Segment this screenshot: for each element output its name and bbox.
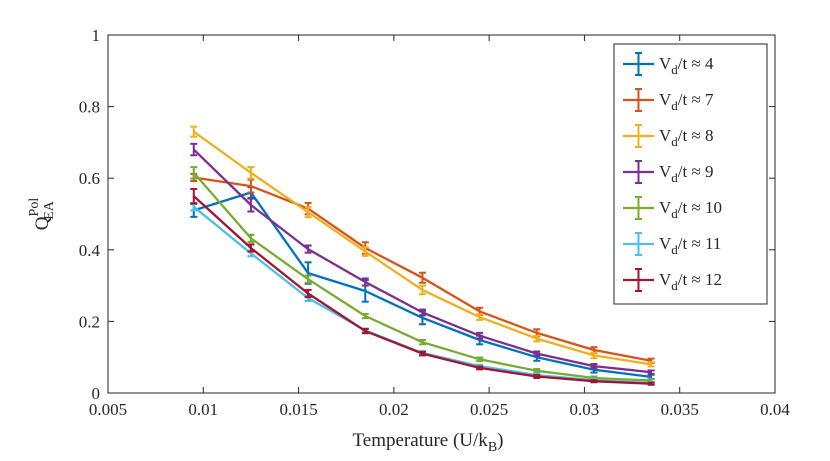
- error-bar: [190, 187, 198, 205]
- error-bar: [304, 244, 312, 254]
- legend-label: Vd/t ≈ 7: [659, 90, 714, 113]
- error-bar: [647, 361, 655, 368]
- error-bar: [304, 288, 312, 299]
- axes: 0.005 0.01 0.015 0.02 0.025 0.03 0.035 0.04 0 0.2…: [79, 26, 791, 419]
- y-tick-label: 0.4: [79, 241, 101, 260]
- error-bar: [418, 308, 426, 317]
- error-bar: [418, 271, 426, 284]
- error-bar: [476, 356, 484, 363]
- error-bar: [247, 243, 255, 253]
- x-tick-label: 0.02: [379, 400, 409, 419]
- error-bar: [247, 197, 255, 213]
- x-tick-label: 0.01: [188, 400, 218, 419]
- legend-label: Vd/t ≈ 8: [659, 126, 714, 149]
- legend-item: Vd/t ≈ 7: [623, 88, 714, 113]
- series-line: [192, 148, 652, 374]
- y-tick-label: 1: [92, 26, 101, 45]
- series-7: [190, 187, 655, 386]
- legend-label: Vd/t ≈ 12: [659, 270, 722, 293]
- error-bar: [304, 274, 312, 284]
- error-bar: [418, 339, 426, 346]
- legend-item: Vd/t ≈ 11: [623, 232, 721, 257]
- legend-label: Vd/t ≈ 9: [659, 162, 714, 185]
- legend-label: Vd/t ≈ 11: [659, 234, 721, 257]
- error-bar: [590, 351, 598, 360]
- error-bar: [190, 166, 198, 180]
- series-3: [190, 125, 655, 368]
- error-bar: [476, 313, 484, 321]
- series-2: [190, 172, 655, 364]
- legend-item: Vd/t ≈ 10: [623, 196, 722, 221]
- plot-area: [190, 125, 655, 386]
- error-bar: [533, 350, 541, 357]
- x-tick-label: 0.04: [760, 400, 790, 419]
- error-bar: [533, 334, 541, 343]
- y-tick-label: 0.2: [79, 312, 100, 331]
- error-bar: [476, 365, 484, 371]
- legend-item: Vd/t ≈ 8: [623, 124, 714, 149]
- x-tick-label: 0.035: [661, 400, 699, 419]
- legend-item: Vd/t ≈ 12: [623, 268, 722, 293]
- error-bar: [476, 331, 484, 340]
- legend-label: Vd/t ≈ 10: [659, 198, 722, 221]
- y-tick-label: 0.8: [79, 98, 100, 117]
- x-axis-label: Temperature (U/kB): [353, 430, 504, 455]
- error-bar: [247, 166, 255, 180]
- error-bar: [190, 125, 198, 138]
- error-bar: [190, 142, 198, 157]
- error-bar: [418, 284, 426, 296]
- error-bar: [533, 374, 541, 379]
- error-bar: [361, 312, 369, 320]
- legend-item: Vd/t ≈ 4: [623, 52, 714, 77]
- x-tick-label: 0.005: [89, 400, 127, 419]
- y-tick-label: 0.6: [79, 169, 100, 188]
- legend-item: Vd/t ≈ 9: [623, 160, 714, 185]
- series-5: [190, 166, 655, 383]
- error-bar: [647, 381, 655, 386]
- error-bar: [247, 178, 255, 194]
- x-tick-label: 0.025: [470, 400, 508, 419]
- axes-box: [107, 34, 776, 394]
- error-bar: [361, 277, 369, 287]
- error-bar: [361, 327, 369, 335]
- legend-label: Vd/t ≈ 4: [659, 54, 714, 77]
- series-line: [193, 176, 652, 362]
- x-tick-label: 0.03: [570, 400, 600, 419]
- error-bar: [590, 363, 598, 370]
- series-line: [193, 130, 652, 366]
- y-tick-label: 0: [92, 384, 101, 403]
- error-bar: [361, 246, 369, 257]
- error-bar: [533, 368, 541, 374]
- error-bar: [247, 233, 255, 243]
- series-4: [190, 142, 655, 376]
- error-bar: [647, 369, 655, 376]
- legend: Vd/t ≈ 4 Vd/t ≈ 7 Vd/t ≈ 8 Vd/t ≈ 9 Vd/t ≈ 1…: [613, 43, 768, 305]
- y-axis-label: QPolEA: [27, 198, 57, 231]
- error-bar: [418, 350, 426, 357]
- error-bar: [590, 379, 598, 384]
- error-bar: [304, 206, 312, 219]
- x-tick-label: 0.015: [279, 400, 317, 419]
